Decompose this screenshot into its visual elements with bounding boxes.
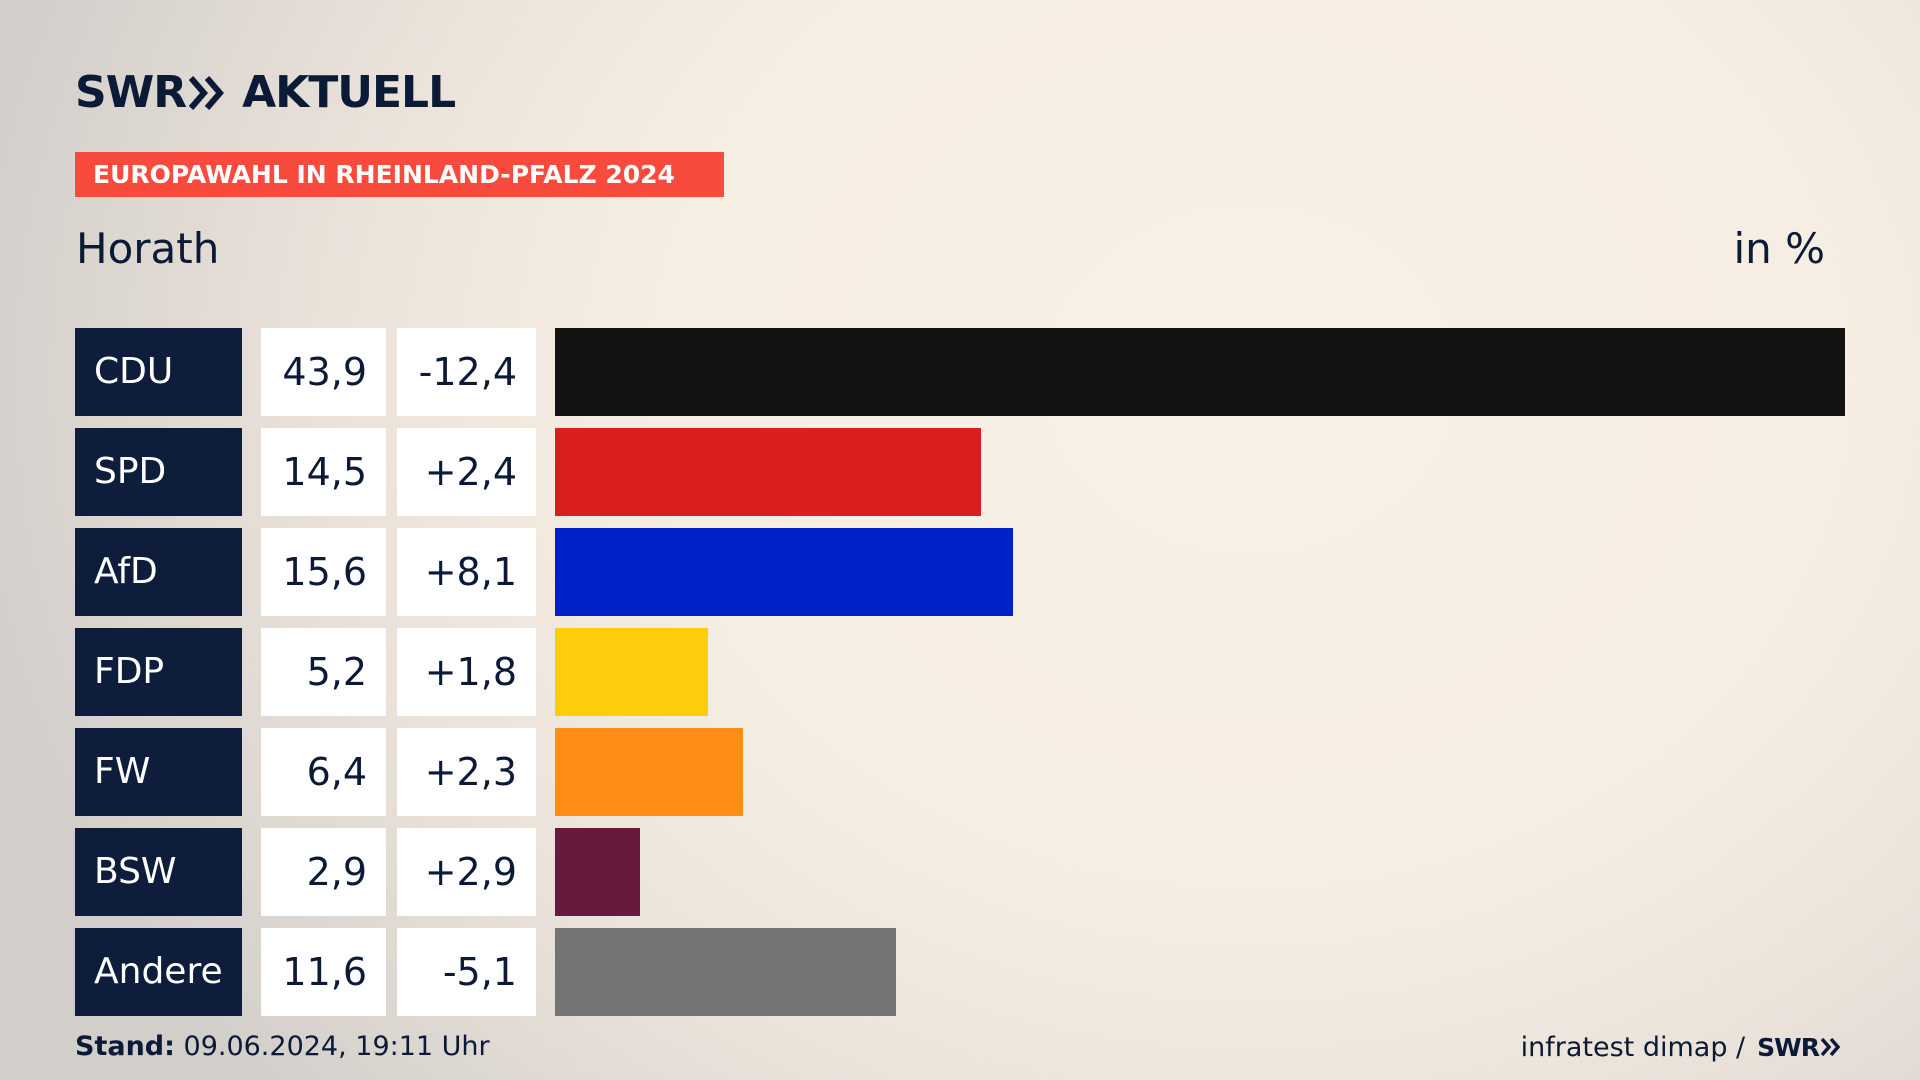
swr-aktuell-logo: SWR AKTUELL	[75, 67, 456, 118]
result-bar	[555, 428, 981, 516]
source-swr-text: SWR	[1757, 1032, 1820, 1062]
party-label: CDU	[75, 328, 242, 416]
change-label: +2,9	[397, 828, 536, 916]
party-label: SPD	[75, 428, 242, 516]
result-bar	[555, 328, 1845, 416]
source-credit: infratest dimap / SWR	[1521, 1030, 1842, 1064]
result-bar	[555, 728, 743, 816]
timestamp: Stand: 09.06.2024, 19:11 Uhr	[75, 1030, 490, 1064]
change-label: -5,1	[397, 928, 536, 1016]
party-label: AfD	[75, 528, 242, 616]
change-label: -12,4	[397, 328, 536, 416]
region-title: Horath	[76, 224, 220, 273]
unit-label: in %	[1733, 224, 1825, 273]
vote-share-label: 5,2	[261, 628, 386, 716]
result-bar	[555, 528, 1013, 616]
result-bar	[555, 628, 708, 716]
logo-aktuell-text: AKTUELL	[242, 67, 456, 118]
vote-share-label: 15,6	[261, 528, 386, 616]
vote-share-label: 43,9	[261, 328, 386, 416]
change-label: +2,4	[397, 428, 536, 516]
change-label: +8,1	[397, 528, 536, 616]
logo-swr-text: SWR	[75, 67, 187, 118]
source-text: infratest dimap /	[1520, 1031, 1746, 1063]
party-label: FDP	[75, 628, 242, 716]
change-label: +1,8	[397, 628, 536, 716]
vote-share-label: 11,6	[261, 928, 386, 1016]
party-label: Andere	[75, 928, 242, 1016]
election-badge: EUROPAWAHL IN RHEINLAND-PFALZ 2024	[75, 152, 724, 197]
vote-share-label: 2,9	[261, 828, 386, 916]
stand-label: Stand:	[75, 1031, 175, 1062]
stand-value: 09.06.2024, 19:11 Uhr	[183, 1031, 490, 1062]
result-bar	[555, 828, 640, 916]
result-bar	[555, 928, 896, 1016]
change-label: +2,3	[397, 728, 536, 816]
party-label: FW	[75, 728, 242, 816]
vote-share-label: 14,5	[261, 428, 386, 516]
double-chevron-icon	[1820, 1037, 1841, 1057]
vote-share-label: 6,4	[261, 728, 386, 816]
party-label: BSW	[75, 828, 242, 916]
double-chevron-icon	[188, 76, 225, 110]
